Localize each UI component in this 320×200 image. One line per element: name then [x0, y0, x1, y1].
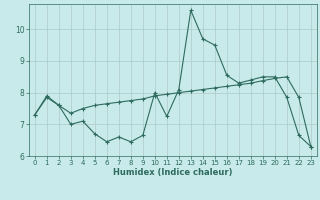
X-axis label: Humidex (Indice chaleur): Humidex (Indice chaleur) [113, 168, 233, 177]
